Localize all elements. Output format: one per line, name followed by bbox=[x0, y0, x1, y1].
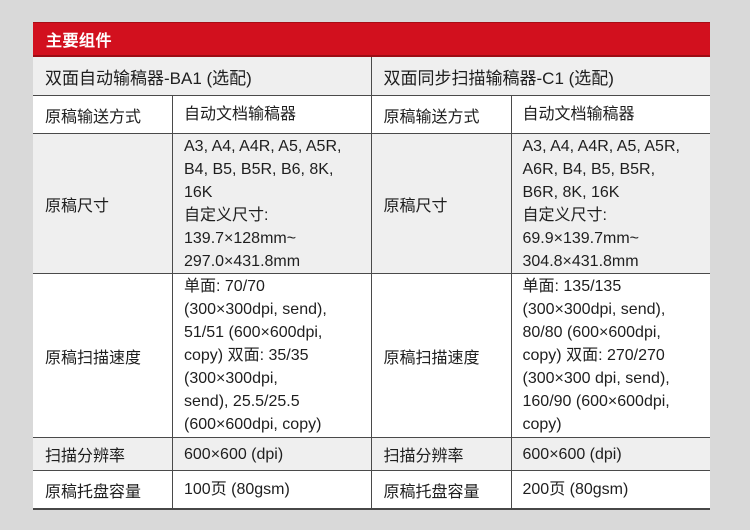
spec-label: 原稿托盘容量 bbox=[372, 471, 512, 508]
spec-row-original-size: 原稿尺寸 A3, A4, A4R, A5, A5R, A6R, B4, B5, … bbox=[371, 134, 711, 274]
spec-value: 100页 (80gsm) bbox=[173, 471, 371, 508]
spec-row-scan-resolution: 扫描分辨率 600×600 (dpi) bbox=[33, 438, 371, 471]
panel-subtitle-text: 双面自动输稿器-BA1 (选配) bbox=[45, 68, 252, 88]
spec-label: 原稿扫描速度 bbox=[33, 274, 173, 437]
spec-value: 200页 (80gsm) bbox=[512, 471, 711, 508]
panel-subtitle: 双面同步扫描输稿器-C1 (选配) bbox=[371, 57, 710, 96]
panel-feeder-c1: 双面同步扫描输稿器-C1 (选配) 原稿输送方式 自动文档输稿器 原稿尺寸 A3… bbox=[371, 57, 711, 508]
spec-row-scan-resolution: 扫描分辨率 600×600 (dpi) bbox=[371, 438, 711, 471]
spec-row-scan-speed: 原稿扫描速度 单面: 135/135 (300×300dpi, send), 8… bbox=[371, 274, 711, 438]
spec-value-text: 100页 (80gsm) bbox=[184, 481, 290, 498]
spec-value: 自动文档输稿器 bbox=[512, 96, 711, 133]
spec-value: 单面: 135/135 (300×300dpi, send), 80/80 (6… bbox=[512, 274, 711, 437]
spec-row-original-size: 原稿尺寸 A3, A4, A4R, A5, A5R, B4, B5, B5R, … bbox=[33, 134, 371, 274]
spec-label: 扫描分辨率 bbox=[372, 438, 512, 470]
spec-row-scan-speed: 原稿扫描速度 单面: 70/70 (300×300dpi, send), 51/… bbox=[33, 274, 371, 438]
spec-value: A3, A4, A4R, A5, A5R, A6R, B4, B5, B5R, … bbox=[512, 134, 711, 273]
spec-row-feed-method: 原稿输送方式 自动文档输稿器 bbox=[33, 96, 371, 134]
spec-value: 600×600 (dpi) bbox=[512, 438, 711, 470]
spec-value-text: 200页 (80gsm) bbox=[522, 481, 629, 498]
spec-value-text: A3, A4, A4R, A5, A5R, B4, B5, B5R, B6, 8… bbox=[184, 137, 342, 270]
spec-label: 原稿尺寸 bbox=[372, 134, 512, 273]
panel-subtitle: 双面自动输稿器-BA1 (选配) bbox=[33, 57, 371, 96]
panel-subtitle-text: 双面同步扫描输稿器-C1 (选配) bbox=[383, 68, 614, 88]
spec-value: 600×600 (dpi) bbox=[173, 438, 371, 470]
spec-value: 单面: 70/70 (300×300dpi, send), 51/51 (600… bbox=[173, 274, 371, 437]
spec-value: A3, A4, A4R, A5, A5R, B4, B5, B5R, B6, 8… bbox=[173, 134, 371, 273]
spec-value-text: 自动文档输稿器 bbox=[184, 106, 297, 123]
spec-panels: 双面自动输稿器-BA1 (选配) 原稿输送方式 自动文档输稿器 原稿尺寸 A3,… bbox=[33, 57, 710, 510]
spec-label: 原稿尺寸 bbox=[33, 134, 173, 273]
spec-label: 原稿输送方式 bbox=[372, 96, 512, 133]
spec-row-feed-method: 原稿输送方式 自动文档输稿器 bbox=[371, 96, 711, 134]
spec-label: 原稿扫描速度 bbox=[372, 274, 512, 437]
spec-row-tray-capacity: 原稿托盘容量 100页 (80gsm) bbox=[33, 471, 371, 508]
spec-value-text: 单面: 135/135 (300×300dpi, send), 80/80 (6… bbox=[522, 278, 670, 433]
spec-value-text: 单面: 70/70 (300×300dpi, send), 51/51 (600… bbox=[184, 278, 327, 433]
spec-value: 自动文档输稿器 bbox=[173, 96, 371, 133]
panel-feeder-ba1: 双面自动输稿器-BA1 (选配) 原稿输送方式 自动文档输稿器 原稿尺寸 A3,… bbox=[33, 57, 372, 508]
spec-row-tray-capacity: 原稿托盘容量 200页 (80gsm) bbox=[371, 471, 711, 508]
spec-label: 原稿输送方式 bbox=[33, 96, 173, 133]
spec-value-text: 600×600 (dpi) bbox=[522, 445, 622, 463]
spec-table: 主要组件 双面自动输稿器-BA1 (选配) 原稿输送方式 自动文档输稿器 原稿尺… bbox=[33, 22, 710, 510]
section-title: 主要组件 bbox=[46, 33, 113, 50]
section-header: 主要组件 bbox=[33, 22, 710, 57]
spec-label: 原稿托盘容量 bbox=[33, 471, 173, 508]
spec-value-text: A3, A4, A4R, A5, A5R, A6R, B4, B5, B5R, … bbox=[522, 137, 680, 270]
spec-value-text: 自动文档输稿器 bbox=[522, 106, 635, 123]
spec-label: 扫描分辨率 bbox=[33, 438, 173, 470]
spec-value-text: 600×600 (dpi) bbox=[184, 445, 284, 463]
